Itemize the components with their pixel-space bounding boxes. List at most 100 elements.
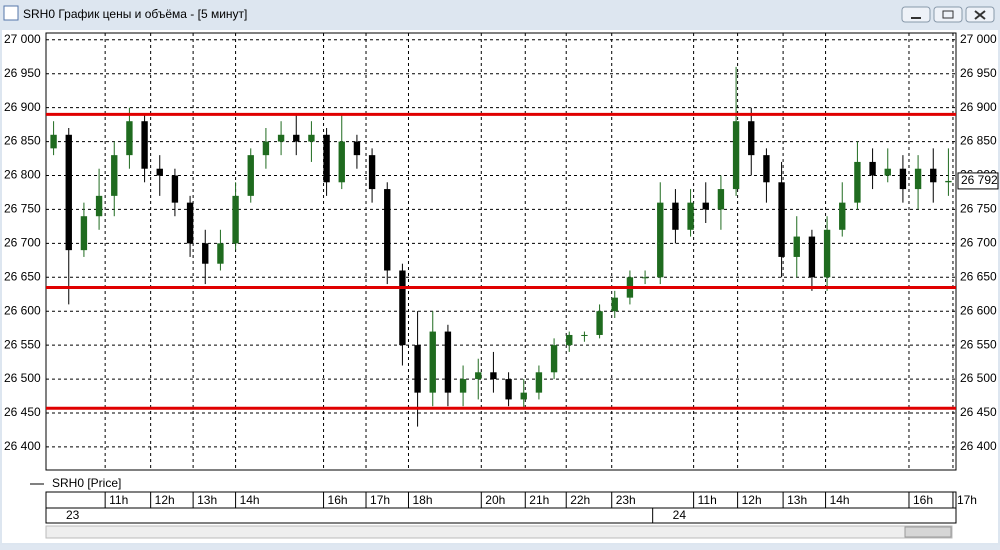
- date-tick-label: 23: [66, 508, 80, 522]
- candle-body: [247, 155, 254, 196]
- candle-body: [869, 161, 876, 176]
- y-tick-label: 26 750: [4, 202, 41, 216]
- candle-body: [505, 379, 512, 400]
- candle-body: [945, 180, 952, 183]
- y-tick-label: 26 400: [4, 439, 41, 453]
- x-tick-label: 21h: [529, 493, 549, 507]
- candle-body: [111, 155, 118, 196]
- y-tick-label-right: 27 000: [960, 32, 997, 46]
- x-tick-label: 16h: [913, 493, 933, 507]
- candle-body: [459, 379, 467, 393]
- candle-body: [186, 202, 194, 244]
- plot-area: [45, 32, 957, 471]
- candle-body: [854, 161, 861, 203]
- legend-label: SRH0 [Price]: [52, 476, 121, 490]
- candle-body: [641, 277, 649, 279]
- candle-body: [748, 121, 755, 156]
- candle-body: [930, 168, 937, 183]
- candle-body: [884, 168, 891, 176]
- candle-body: [429, 331, 436, 393]
- x-tick-label: 12h: [742, 493, 762, 507]
- y-tick-label-right: 26 650: [960, 269, 997, 283]
- x-tick-label: 16h: [328, 493, 348, 507]
- candle-body: [50, 134, 57, 149]
- candle-body: [323, 134, 330, 183]
- candle-body: [702, 202, 709, 210]
- y-tick-label: 27 000: [4, 32, 41, 46]
- candle-body: [778, 182, 785, 257]
- x-tick-label: 18h: [412, 493, 432, 507]
- x-tick-label: 22h: [570, 493, 590, 507]
- candle-body: [308, 134, 315, 142]
- candle-body: [202, 243, 209, 264]
- x-tick-label: 23h: [616, 493, 636, 507]
- candle-body: [171, 175, 179, 203]
- candle-body: [899, 168, 907, 190]
- candle-body: [80, 216, 88, 251]
- candle-body: [444, 331, 452, 393]
- y-tick-label-right: 26 400: [960, 439, 997, 453]
- y-tick-label-right: 26 450: [960, 405, 997, 419]
- icon: [974, 10, 986, 20]
- y-tick-label: 26 600: [4, 303, 41, 317]
- window-icon: [3, 5, 19, 21]
- candle-body: [732, 121, 740, 190]
- candle-body: [596, 311, 603, 335]
- candle-body: [581, 334, 588, 336]
- x-tick-label: 11h: [109, 493, 128, 507]
- candle-body: [65, 134, 72, 251]
- last-price-box: [957, 172, 999, 190]
- y-tick-label-right: 26 700: [960, 236, 997, 250]
- y-tick-label: 26 450: [4, 405, 41, 419]
- candle-body: [823, 229, 831, 278]
- window-title: SRH0 График цены и объёма - [5 минут]: [23, 7, 247, 21]
- candle-body: [808, 236, 816, 278]
- candle-body: [717, 189, 725, 210]
- candle-body: [657, 202, 664, 278]
- y-tick-label-right: 26 600: [960, 303, 997, 317]
- candle-body: [141, 121, 148, 169]
- window-buttons[interactable]: [901, 6, 995, 23]
- x-tick-label: 20h: [485, 493, 505, 507]
- scrollbar[interactable]: [45, 525, 953, 539]
- x-tick-label: 13h: [787, 493, 807, 507]
- candle-body: [793, 236, 800, 257]
- scrollbar-thumb[interactable]: [904, 526, 952, 538]
- candle-body: [687, 202, 694, 230]
- candle-body: [839, 202, 846, 230]
- maximize-button[interactable]: [933, 6, 963, 23]
- x-tick-label: 17h: [957, 493, 977, 507]
- y-tick-label: 26 550: [4, 337, 41, 351]
- candle-body: [217, 243, 224, 264]
- last-price-label: 26 792: [961, 173, 998, 187]
- candle-body: [262, 141, 270, 156]
- y-tick-label: 26 950: [4, 66, 41, 80]
- candle-body: [566, 334, 573, 346]
- candle-body: [520, 392, 527, 400]
- candle-body: [535, 372, 543, 393]
- candle-body: [763, 155, 770, 183]
- y-tick-label: 26 850: [4, 134, 41, 148]
- candle-body: [156, 168, 163, 176]
- y-tick-label-right: 26 500: [960, 371, 997, 385]
- y-tick-label-right: 26 550: [960, 337, 997, 351]
- minimize-button[interactable]: [901, 6, 931, 23]
- candle-body: [414, 345, 421, 393]
- candle-body: [338, 141, 345, 183]
- x-tick-label: 12h: [155, 493, 175, 507]
- x-tick-label: 17h: [370, 493, 390, 507]
- y-tick-label: 26 700: [4, 236, 41, 250]
- date-tick-label: 24: [673, 508, 687, 522]
- y-tick-label-right: 26 900: [960, 100, 997, 114]
- y-tick-label: 26 900: [4, 100, 41, 114]
- x-tick-label: 14h: [830, 493, 850, 507]
- candle-body: [368, 155, 376, 190]
- candle-body: [232, 195, 239, 244]
- x-tick-label: 11h: [698, 493, 717, 507]
- y-tick-label-right: 26 750: [960, 202, 997, 216]
- candle-body: [293, 134, 300, 142]
- y-tick-label: 26 650: [4, 269, 41, 283]
- x-tick-label: 14h: [240, 493, 260, 507]
- candle-body: [95, 195, 103, 217]
